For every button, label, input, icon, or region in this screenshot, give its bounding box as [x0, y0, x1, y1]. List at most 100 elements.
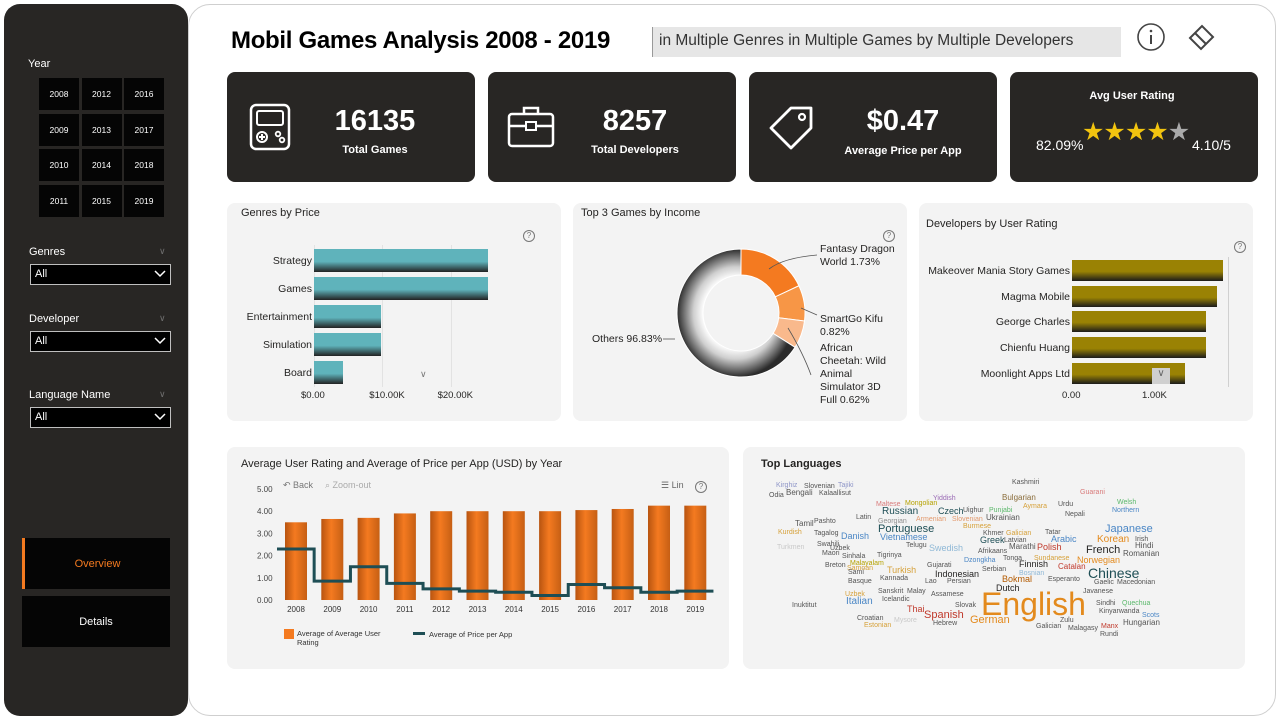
language-word[interactable]: Javanese [1083, 588, 1113, 595]
developer-dropdown[interactable]: All [30, 331, 171, 352]
language-word[interactable]: Bosnian [1019, 570, 1045, 577]
language-word[interactable]: Manx [1101, 623, 1119, 630]
genres-bar[interactable] [314, 249, 489, 272]
language-word[interactable]: Arabic [1051, 534, 1077, 544]
info-icon[interactable] [1136, 22, 1166, 52]
language-word[interactable]: Uzbek [845, 591, 865, 598]
language-word[interactable]: Burmese [963, 523, 992, 530]
language-word[interactable]: Czech [938, 506, 964, 516]
developer-bar[interactable] [1072, 337, 1206, 358]
language-word[interactable]: Tigrinya [877, 552, 902, 559]
language-word[interactable]: Italian [846, 596, 873, 607]
language-word[interactable]: Sundanese [1034, 555, 1070, 562]
language-word[interactable]: Nepali [1065, 511, 1085, 518]
language-word[interactable]: Tatar [1045, 529, 1061, 536]
rating-bar[interactable] [393, 513, 416, 600]
language-word[interactable]: Ukrainian [986, 513, 1020, 522]
year-button-2010[interactable]: 2010 [38, 148, 80, 182]
rating-bar[interactable] [430, 511, 453, 600]
language-word[interactable]: Irish [1135, 536, 1149, 543]
rating-bar[interactable] [611, 508, 634, 600]
language-word[interactable]: Armenian [916, 516, 946, 523]
zoom-out-button[interactable]: ⌕ Zoom-out [325, 480, 372, 490]
language-word[interactable]: Yiddish [933, 495, 956, 502]
language-word[interactable]: Catalan [1058, 562, 1086, 571]
language-word[interactable]: French [1086, 544, 1121, 556]
language-word[interactable]: Turkish [887, 565, 917, 575]
language-word[interactable]: Slovak [955, 602, 977, 609]
language-word[interactable]: Greek [980, 535, 1005, 545]
language-word[interactable]: Kurdish [778, 529, 802, 536]
language-word[interactable]: Quechua [1122, 600, 1151, 607]
language-word[interactable]: Thai [907, 604, 925, 614]
language-word[interactable]: Sindhi [1096, 600, 1116, 607]
language-word[interactable]: Slovenian [952, 516, 983, 523]
language-word[interactable]: Guarani [1080, 489, 1105, 496]
year-button-2018[interactable]: 2018 [123, 148, 165, 182]
rating-bar[interactable] [502, 511, 525, 600]
language-word[interactable]: Japanese [1105, 523, 1153, 535]
language-word[interactable]: Vietnamese [880, 532, 928, 542]
lin-scale-toggle[interactable]: ☰ Lin [661, 480, 684, 490]
language-word[interactable]: Sami [848, 569, 864, 576]
developer-bar[interactable] [1072, 260, 1223, 281]
language-word[interactable]: Rundi [1100, 631, 1119, 638]
language-word[interactable]: Dzongkha [964, 557, 996, 564]
language-word[interactable]: Malayalam [850, 560, 884, 567]
language-word[interactable]: Swahili [817, 541, 840, 548]
nav-overview-button[interactable]: Overview [22, 538, 170, 589]
language-word[interactable]: Persian [947, 578, 971, 585]
language-word[interactable]: Tonga [1003, 555, 1023, 562]
language-word[interactable]: Estonian [864, 622, 892, 629]
language-word[interactable]: Kannada [880, 575, 909, 582]
language-word[interactable]: Aymara [1023, 503, 1047, 510]
language-word[interactable]: Russian [882, 506, 919, 517]
language-word[interactable]: Danish [841, 531, 870, 541]
nav-details-button[interactable]: Details [22, 596, 170, 647]
language-word[interactable]: Malay [907, 588, 926, 595]
year-button-2008[interactable]: 2008 [38, 77, 80, 111]
language-word[interactable]: Malagasy [1068, 625, 1098, 632]
language-word[interactable]: Lao [925, 578, 937, 585]
donut-slice-others[interactable] [676, 248, 796, 378]
eraser-icon[interactable] [1186, 22, 1216, 52]
rating-bar[interactable] [357, 517, 380, 600]
language-word[interactable]: Assamese [931, 591, 964, 598]
language-word[interactable]: Macedonian [1117, 579, 1156, 586]
developer-bar[interactable] [1072, 286, 1217, 307]
language-word[interactable]: Breton [825, 562, 846, 569]
language-word[interactable]: Gaelic [1094, 579, 1114, 586]
language-word[interactable]: Polish [1037, 542, 1062, 552]
genres-collapse-icon[interactable]: ∨ [159, 246, 166, 256]
developer-collapse-icon[interactable]: ∨ [159, 313, 166, 323]
language-word[interactable]: Marathi [1009, 542, 1036, 551]
language-word[interactable]: Sanskrit [878, 588, 904, 595]
genres-bar[interactable] [314, 305, 381, 328]
language-word[interactable]: Latin [856, 514, 872, 521]
language-word[interactable]: Turkmen [777, 544, 805, 551]
language-word[interactable]: Sinhala [842, 553, 866, 560]
language-word[interactable]: Dutch [996, 583, 1020, 593]
language-word[interactable]: Basque [848, 578, 872, 585]
language-word[interactable]: Pashto [814, 518, 836, 525]
help-icon[interactable]: ? [695, 481, 707, 493]
help-icon[interactable]: ? [1234, 241, 1246, 253]
language-word[interactable]: Slovenian [804, 483, 835, 490]
year-button-2009[interactable]: 2009 [38, 112, 80, 147]
language-word[interactable]: Indonesian [935, 569, 980, 579]
language-word[interactable]: Scots [1142, 612, 1160, 619]
year-button-2013[interactable]: 2013 [80, 112, 123, 147]
language-word[interactable]: Hebrew [933, 620, 958, 627]
language-word[interactable]: Finnish [1019, 559, 1049, 569]
language-word[interactable]: Kashmiri [1012, 479, 1040, 486]
back-button[interactable]: ↶ Back [283, 480, 314, 490]
help-icon[interactable]: ? [883, 230, 895, 242]
language-word[interactable]: Uighur [963, 507, 984, 514]
language-word[interactable]: Samoan [847, 565, 874, 572]
language-word[interactable]: Urdu [1058, 501, 1074, 508]
language-word[interactable]: Tagalog [814, 530, 839, 537]
language-word[interactable]: Uzbek [830, 545, 850, 552]
genres-bar[interactable] [314, 277, 489, 300]
year-button-2015[interactable]: 2015 [80, 183, 123, 218]
language-dropdown[interactable]: All [30, 407, 171, 428]
